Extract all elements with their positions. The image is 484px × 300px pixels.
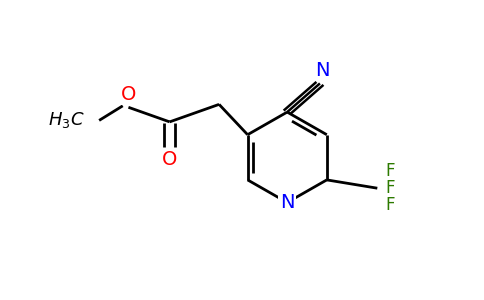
- Text: N: N: [315, 61, 330, 80]
- Text: F: F: [386, 162, 395, 180]
- Text: O: O: [162, 151, 177, 169]
- Text: F: F: [386, 196, 395, 214]
- Text: F: F: [386, 179, 395, 197]
- Text: O: O: [121, 85, 136, 104]
- Text: N: N: [280, 193, 294, 212]
- Text: $H_3C$: $H_3C$: [48, 110, 85, 130]
